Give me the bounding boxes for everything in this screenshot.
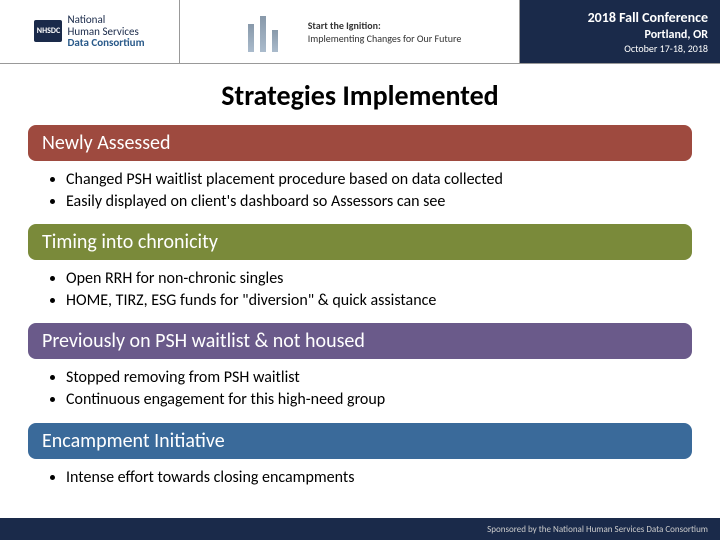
bullet-item: HOME, TIRZ, ESG funds for "diversion" & … xyxy=(66,290,682,312)
footer-bar: Sponsored by the National Human Services… xyxy=(0,518,720,540)
skyline-icon xyxy=(238,12,298,52)
bullet-item: Easily displayed on client's dashboard s… xyxy=(66,191,682,213)
tagline-line2: Implementing Changes for Our Future xyxy=(308,32,462,45)
logo-line3: Data Consortium xyxy=(67,37,144,49)
logo: NHSDC National Human Services Data Conso… xyxy=(34,14,144,49)
section-bullets: Changed PSH waitlist placement procedure… xyxy=(28,165,692,224)
tagline-line1: Start the Ignition: xyxy=(308,19,462,32)
bullet-item: Open RRH for non-chronic singles xyxy=(66,268,682,290)
section-header: Timing into chronicity xyxy=(28,224,692,260)
bullet-item: Stopped removing from PSH waitlist xyxy=(66,367,682,389)
bullet-item: Continuous engagement for this high-need… xyxy=(66,389,682,411)
logo-badge: NHSDC xyxy=(34,20,62,42)
section-bullets: Stopped removing from PSH waitlistContin… xyxy=(28,363,692,422)
header-conference-info: 2018 Fall Conference Portland, OR Octobe… xyxy=(520,0,720,63)
section-bullets: Open RRH for non-chronic singlesHOME, TI… xyxy=(28,264,692,323)
footer-text: Sponsored by the National Human Services… xyxy=(487,524,708,535)
section-bullets: Intense effort towards closing encampmen… xyxy=(28,463,692,501)
header-tagline-area: Start the Ignition: Implementing Changes… xyxy=(180,0,520,63)
slide-title: Strategies Implemented xyxy=(0,78,720,113)
conference-location: Portland, OR xyxy=(645,28,709,42)
logo-text: National Human Services Data Consortium xyxy=(67,14,144,49)
section-header: Newly Assessed xyxy=(28,125,692,161)
content-area: Newly Assessed Changed PSH waitlist place… xyxy=(0,125,720,500)
conference-dates: October 17-18, 2018 xyxy=(624,42,708,55)
tagline: Start the Ignition: Implementing Changes… xyxy=(308,19,462,45)
section-header: Previously on PSH waitlist & not housed xyxy=(28,323,692,359)
logo-line1: National xyxy=(67,14,144,26)
header-logo-area: NHSDC National Human Services Data Conso… xyxy=(0,0,180,63)
section-header: Encampment Initiative xyxy=(28,423,692,459)
conference-title: 2018 Fall Conference xyxy=(588,9,708,26)
bullet-item: Changed PSH waitlist placement procedure… xyxy=(66,169,682,191)
bullet-item: Intense effort towards closing encampmen… xyxy=(66,467,682,489)
header-bar: NHSDC National Human Services Data Conso… xyxy=(0,0,720,64)
